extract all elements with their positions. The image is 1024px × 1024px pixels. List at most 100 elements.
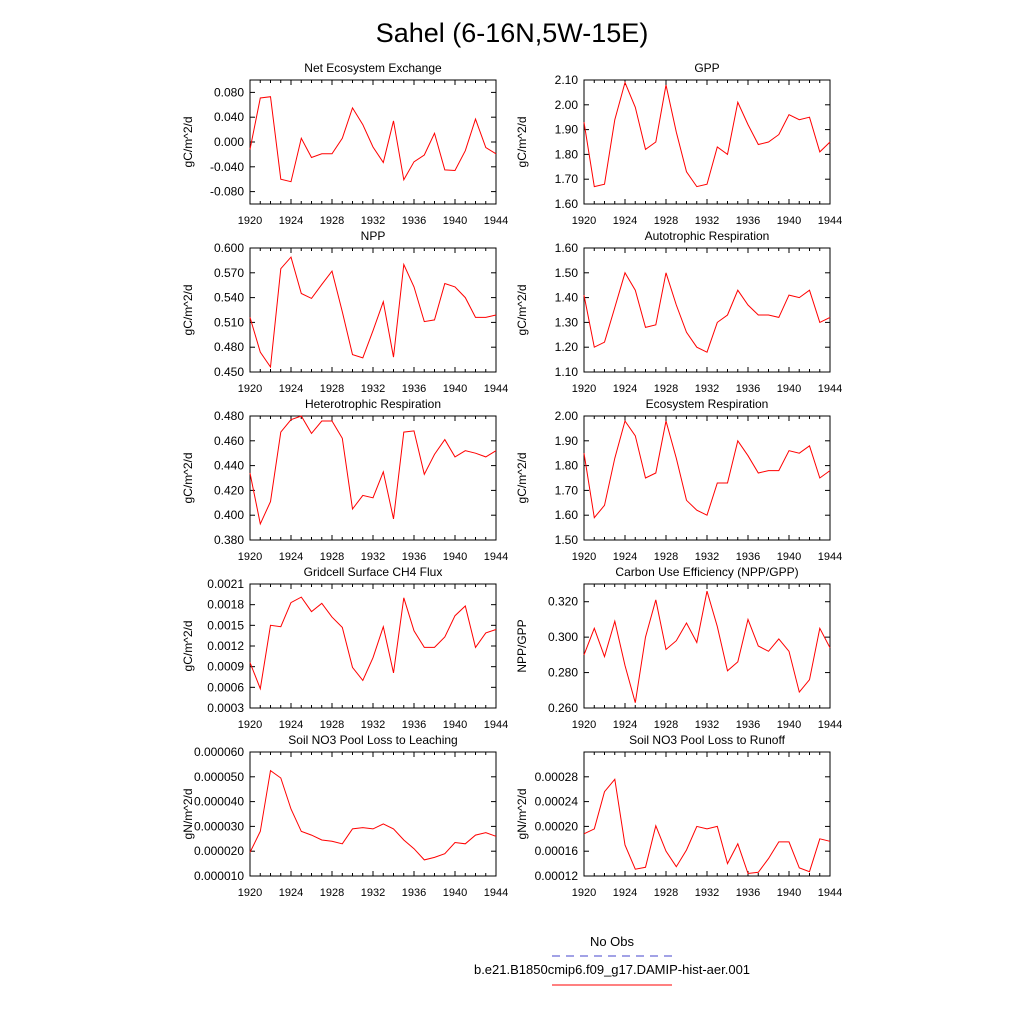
panel-7: Gridcell Surface CH4 Flux gC/m^2/d 1920 192… — [181, 565, 508, 731]
y-tick-label: 1.20 — [555, 340, 579, 354]
y-axis-label: gC/m^2/d — [515, 117, 529, 168]
panel-title: Gridcell Surface CH4 Flux — [304, 565, 443, 579]
y-tick-label: 0.480 — [214, 340, 244, 354]
legend-label-model-run: b.e21.B1850cmip6.f09_g17.DAMIP-hist-aer.… — [474, 962, 750, 977]
x-tick-label: 1932 — [695, 215, 719, 227]
y-tick-label: 0.450 — [214, 365, 244, 379]
y-tick-label: 1.60 — [555, 197, 579, 211]
x-tick-label: 1936 — [402, 551, 426, 563]
y-tick-label: 0.000050 — [194, 770, 244, 784]
x-tick-label: 1924 — [279, 215, 303, 227]
series-line — [583, 778, 831, 875]
x-tick-label: 1928 — [654, 551, 678, 563]
y-axis-label: gC/m^2/d — [181, 285, 195, 336]
y-axis-label: gC/m^2/d — [515, 285, 529, 336]
x-tick-label: 1940 — [443, 887, 467, 899]
y-tick-label: 0.00016 — [535, 844, 579, 858]
x-tick-label: 1920 — [238, 887, 262, 899]
y-tick-label: 0.000060 — [194, 745, 244, 759]
x-tick-label: 1936 — [402, 383, 426, 395]
y-tick-label: 1.50 — [555, 533, 579, 547]
x-tick-label: 1940 — [777, 551, 801, 563]
y-tick-label: 0.280 — [548, 666, 578, 680]
x-tick-label: 1944 — [484, 887, 508, 899]
y-tick-label: 1.70 — [555, 483, 579, 497]
x-tick-label: 1920 — [238, 383, 262, 395]
x-tick-label: 1932 — [695, 719, 719, 731]
x-tick-label: 1920 — [572, 887, 596, 899]
legend-label-no-obs: No Obs — [590, 934, 635, 949]
plot-frame — [249, 415, 497, 541]
x-tick-label: 1932 — [361, 719, 385, 731]
x-tick-label: 1928 — [320, 215, 344, 227]
x-tick-label: 1944 — [484, 215, 508, 227]
figure-title: Sahel (6-16N,5W-15E) — [376, 18, 649, 48]
plot-frame — [249, 247, 497, 373]
y-tick-label: 0.000030 — [194, 819, 244, 833]
y-axis-label: gC/m^2/d — [181, 117, 195, 168]
panel-title: Ecosystem Respiration — [646, 397, 769, 411]
x-tick-label: 1932 — [695, 383, 719, 395]
x-tick-label: 1932 — [361, 215, 385, 227]
x-tick-label: 1940 — [777, 719, 801, 731]
y-tick-label: 0.040 — [214, 110, 244, 124]
y-tick-label: -0.080 — [210, 185, 244, 199]
plot-frame — [583, 247, 831, 373]
x-tick-label: 1920 — [238, 719, 262, 731]
y-tick-label: 0.0018 — [207, 598, 244, 612]
series-line — [249, 96, 497, 183]
y-tick-label: 1.90 — [555, 123, 579, 137]
x-tick-label: 1936 — [402, 719, 426, 731]
x-tick-label: 1944 — [484, 383, 508, 395]
x-tick-label: 1920 — [238, 551, 262, 563]
panel-title: Net Ecosystem Exchange — [304, 61, 442, 75]
series-line — [249, 415, 497, 526]
series-line — [249, 256, 497, 369]
y-tick-label: 0.000020 — [194, 844, 244, 858]
y-tick-label: 0.380 — [214, 533, 244, 547]
plot-frame — [249, 583, 497, 709]
x-tick-label: 1940 — [777, 887, 801, 899]
y-tick-label: 0.080 — [214, 85, 244, 99]
x-tick-label: 1924 — [613, 719, 637, 731]
y-tick-label: 0.460 — [214, 434, 244, 448]
y-tick-label: 1.80 — [555, 459, 579, 473]
y-axis-label: gC/m^2/d — [181, 621, 195, 672]
y-tick-label: 0.0015 — [207, 618, 244, 632]
series-line — [583, 419, 831, 519]
plot-frame — [583, 751, 831, 877]
y-tick-label: 0.320 — [548, 595, 578, 609]
y-tick-label: 0.420 — [214, 483, 244, 497]
y-tick-label: 2.00 — [555, 98, 579, 112]
panel-title: Soil NO3 Pool Loss to Leaching — [288, 733, 457, 747]
x-tick-label: 1920 — [238, 215, 262, 227]
series-line — [249, 769, 497, 861]
y-tick-label: 0.0009 — [207, 660, 244, 674]
x-tick-label: 1940 — [443, 551, 467, 563]
x-tick-label: 1944 — [818, 719, 842, 731]
x-tick-label: 1940 — [777, 215, 801, 227]
y-tick-label: 0.510 — [214, 315, 244, 329]
y-tick-label: 0.000040 — [194, 795, 244, 809]
x-tick-label: 1928 — [320, 719, 344, 731]
y-tick-label: 0.440 — [214, 459, 244, 473]
x-tick-label: 1940 — [777, 383, 801, 395]
x-tick-label: 1944 — [818, 215, 842, 227]
x-tick-label: 1928 — [320, 887, 344, 899]
y-tick-label: 0.00028 — [535, 770, 579, 784]
y-tick-label: 0.0006 — [207, 680, 244, 694]
panel-5: Heterotrophic Respiration gC/m^2/d 1920 192… — [181, 397, 508, 563]
x-tick-label: 1936 — [736, 215, 760, 227]
x-tick-label: 1932 — [695, 887, 719, 899]
x-tick-label: 1932 — [361, 551, 385, 563]
plot-frame — [249, 751, 497, 877]
y-tick-label: 0.000 — [214, 135, 244, 149]
y-tick-label: 2.00 — [555, 409, 579, 423]
x-tick-label: 1932 — [695, 551, 719, 563]
x-tick-label: 1924 — [279, 383, 303, 395]
y-tick-label: 0.570 — [214, 266, 244, 280]
x-tick-label: 1940 — [443, 383, 467, 395]
y-tick-label: 0.0003 — [207, 701, 244, 715]
x-tick-label: 1928 — [654, 887, 678, 899]
x-tick-label: 1920 — [572, 215, 596, 227]
